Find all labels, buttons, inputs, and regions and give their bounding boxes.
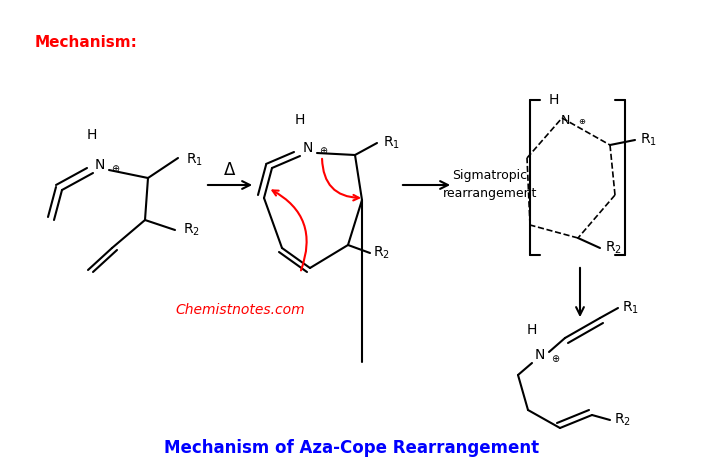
Text: Chemistnotes.com: Chemistnotes.com <box>175 303 305 317</box>
Text: $\Delta$: $\Delta$ <box>224 161 237 179</box>
Text: H: H <box>86 128 97 142</box>
Text: Mechanism of Aza-Cope Rearrangement: Mechanism of Aza-Cope Rearrangement <box>165 439 540 457</box>
Text: N: N <box>95 158 105 172</box>
Text: H: H <box>527 323 537 337</box>
Text: R$_1$: R$_1$ <box>622 300 639 316</box>
Text: $\oplus$: $\oplus$ <box>319 146 328 156</box>
Text: Sigmatropic: Sigmatropic <box>453 168 527 182</box>
Text: R$_2$: R$_2$ <box>605 240 622 256</box>
Text: $\oplus$: $\oplus$ <box>578 117 586 126</box>
Text: N: N <box>560 114 569 126</box>
Text: R$_1$: R$_1$ <box>640 132 657 148</box>
Text: H: H <box>295 113 305 127</box>
Text: R$_1$: R$_1$ <box>383 135 400 151</box>
Text: R$_2$: R$_2$ <box>373 245 390 261</box>
Text: rearrangement: rearrangement <box>443 187 537 199</box>
Text: R$_2$: R$_2$ <box>614 412 631 428</box>
Text: R$_2$: R$_2$ <box>183 222 200 238</box>
Text: N: N <box>303 141 314 155</box>
Text: Mechanism:: Mechanism: <box>35 35 138 50</box>
Text: N: N <box>535 348 546 362</box>
Text: H: H <box>549 93 559 107</box>
Text: $\oplus$: $\oplus$ <box>551 352 560 364</box>
Text: $\oplus$: $\oplus$ <box>111 162 121 174</box>
Text: R$_1$: R$_1$ <box>186 152 203 168</box>
